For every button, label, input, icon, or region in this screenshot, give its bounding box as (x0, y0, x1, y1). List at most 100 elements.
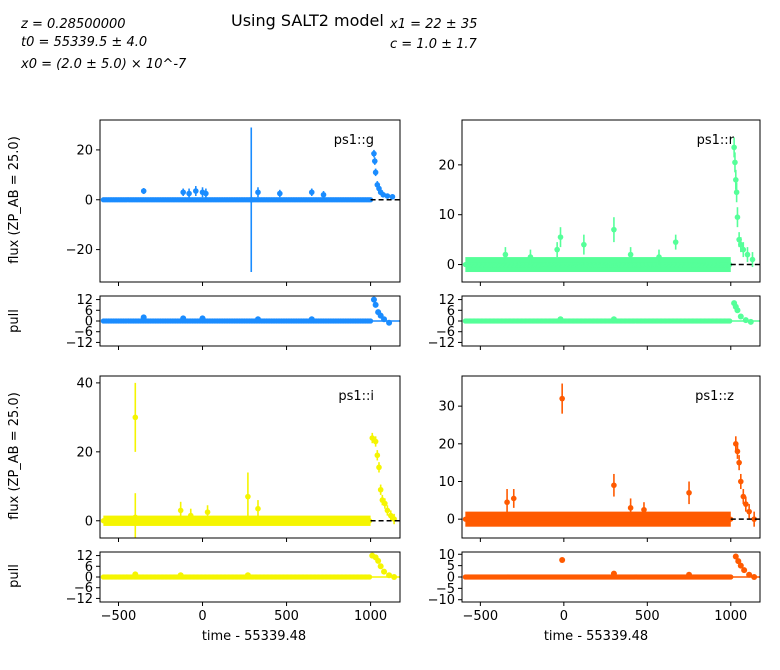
pull-point (747, 318, 754, 325)
flux-ytick-label: 20 (438, 437, 455, 452)
pull-point (746, 571, 753, 578)
pull-ytick-label: −6 (436, 325, 455, 340)
flux-axes-frame (461, 375, 761, 539)
data-point (255, 189, 261, 196)
xlabel-right: time - 55339.48 (544, 629, 648, 644)
pull-point (199, 315, 206, 322)
data-point (656, 254, 662, 260)
pull-ytick-label: 0 (85, 315, 93, 330)
pull-ytick-label: −12 (66, 336, 93, 351)
flux-ytick-label: 0 (447, 258, 455, 273)
t0-param: t0 = 55339.5 ± 4.0 (21, 35, 148, 50)
flux-ytick-label: −20 (66, 243, 93, 258)
pull-point (735, 558, 742, 565)
pull-point (180, 315, 187, 322)
band-label: ps1::z (695, 389, 734, 404)
chart-title: Using SALT2 model (231, 11, 384, 30)
data-point (177, 507, 184, 514)
pull-point (741, 567, 748, 574)
data-point (527, 254, 534, 260)
pull-axes-frame (461, 295, 761, 347)
pull-xtick-label: 0 (198, 609, 206, 624)
pull-ytick-label: 12 (76, 293, 93, 308)
pull-data-ps1-g (100, 296, 400, 326)
data-point (371, 150, 377, 157)
data-point (749, 256, 756, 263)
pull-point (375, 557, 382, 564)
pull-ytick-label: −6 (74, 325, 93, 340)
data-point (611, 482, 617, 489)
data-point (738, 241, 744, 248)
data-point (140, 188, 147, 194)
data-point (733, 189, 740, 196)
pull-point (610, 570, 617, 577)
data-point (204, 509, 211, 515)
data-point (380, 191, 386, 198)
data-point (203, 190, 209, 197)
data-point (372, 438, 379, 445)
pull-point (244, 572, 251, 579)
data-point (744, 251, 751, 258)
data-point (187, 512, 194, 519)
data-point (740, 493, 747, 500)
pull-ytick-label: 0 (447, 315, 455, 330)
xlabel-left: time - 55339.48 (202, 629, 306, 644)
pull-point (559, 556, 566, 563)
data-point (320, 191, 327, 198)
data-point (734, 448, 741, 455)
pull-ytick-label: 6 (85, 304, 93, 319)
data-point (389, 193, 396, 200)
data-point (369, 435, 376, 441)
data-point (186, 190, 192, 197)
pull-ytick-label: −10 (428, 593, 455, 608)
data-point (559, 395, 565, 402)
flux-panel-ps1-r: 0 10 20 ps1::r (438, 119, 761, 286)
band-label: ps1::r (697, 133, 735, 148)
pull-point (140, 314, 147, 321)
flux-ytick-label: 0 (85, 514, 93, 529)
flux-panel-ps1-g: −20 0 20 ps1::g (66, 119, 401, 286)
pull-data-ps1-r (462, 300, 760, 325)
data-point (371, 158, 378, 164)
pull-axes-frame (99, 295, 401, 347)
data-point (376, 464, 382, 471)
x0-param: x0 = (2.0 ± 5.0) × 10^-7 (21, 57, 187, 72)
data-point (746, 508, 752, 515)
flux-ytick-label: 20 (76, 445, 93, 460)
flux-axes-frame (461, 119, 761, 283)
data-point (504, 499, 510, 506)
band-label: ps1::i (338, 389, 374, 404)
data-point (180, 189, 186, 196)
pull-xtick-label: −500 (101, 609, 137, 624)
flux-data-ps1-g (100, 127, 400, 273)
data-point (743, 501, 749, 507)
flux-ytick-label: 0 (85, 193, 93, 208)
pull-data-ps1-z (462, 553, 760, 580)
data-point (738, 478, 744, 485)
data-point (641, 506, 647, 513)
data-point (382, 500, 388, 507)
pull-point (132, 571, 139, 578)
pull-point (372, 301, 379, 308)
pull-point (381, 568, 388, 575)
pull-point (610, 316, 617, 323)
pull-xtick-label: 1000 (354, 609, 387, 624)
pull-baseline-point (727, 318, 733, 324)
data-point (732, 177, 739, 183)
pull-axes-frame (461, 551, 761, 603)
band-label: ps1::g (334, 133, 374, 148)
pull-ytick-label: 10 (438, 548, 455, 563)
pull-ylabel-bottom: pull (7, 564, 22, 588)
data-point (557, 234, 564, 240)
c-param: c = 1.0 ± 1.7 (390, 37, 477, 52)
data-point (255, 505, 261, 512)
x1-param: x1 = 22 ± 35 (390, 17, 478, 32)
flux-ylabel-top: flux (ZP_AB = 25.0) (7, 136, 22, 264)
pull-ytick-label: 6 (85, 560, 93, 575)
flux-data-ps1-i (100, 382, 400, 538)
pull-point (308, 316, 315, 323)
flux-axes-frame (99, 119, 401, 283)
